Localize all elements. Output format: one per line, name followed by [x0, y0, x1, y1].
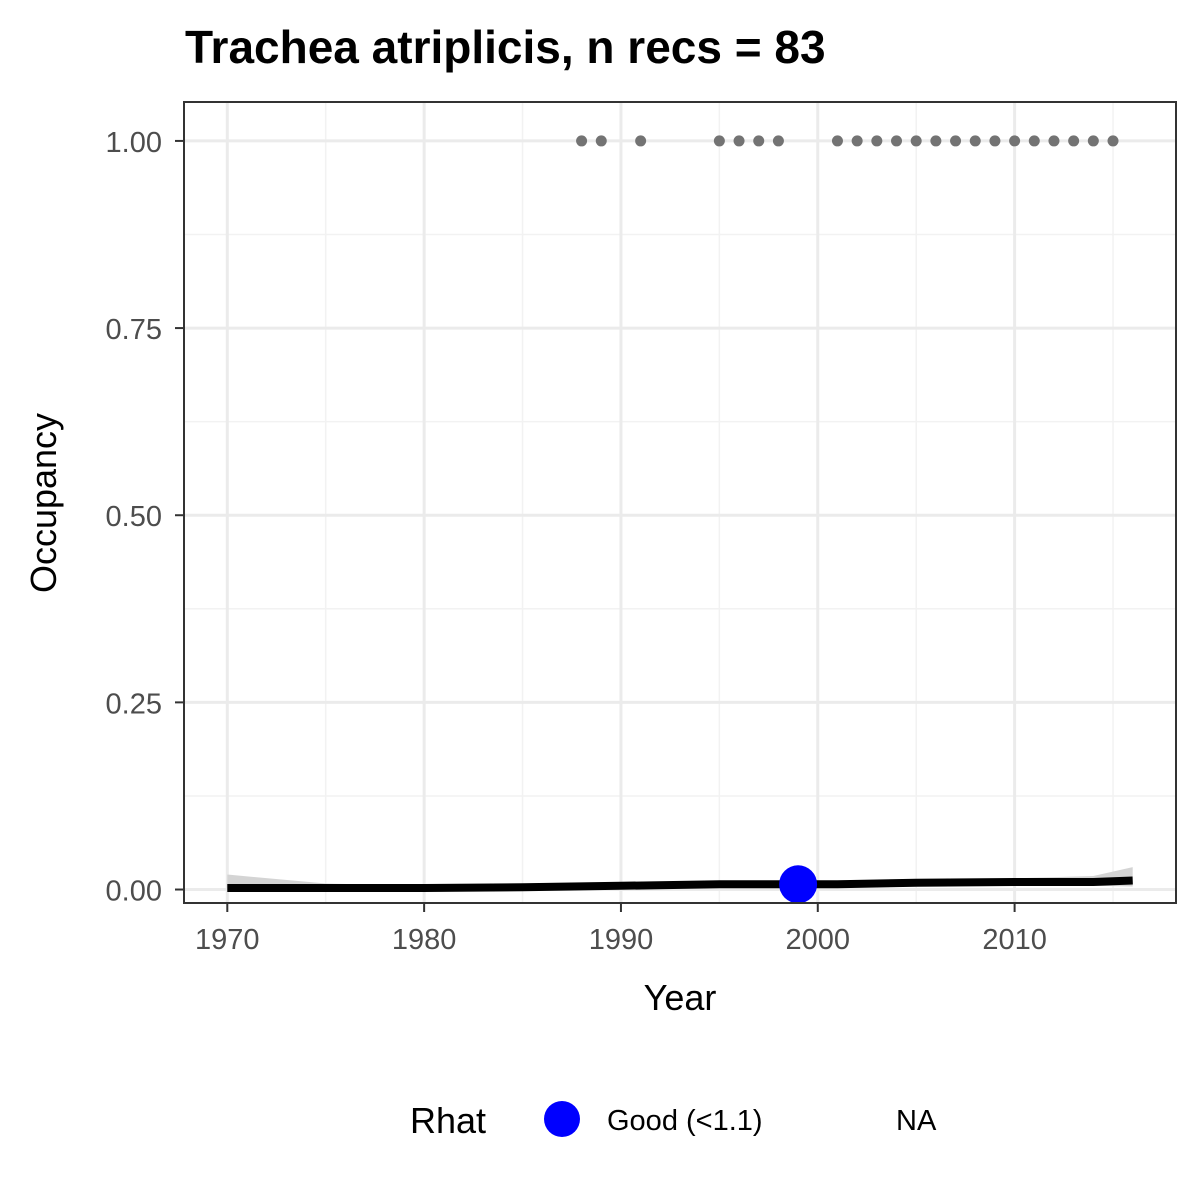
x-axis-title: Year	[644, 977, 717, 1018]
data-point	[891, 135, 903, 147]
y-axis-ticks: 0.00 0.25 0.50 0.75 1.00	[106, 127, 184, 908]
data-point	[1028, 135, 1040, 147]
legend: Rhat Good (<1.1) NA	[410, 1100, 937, 1141]
panel-border	[183, 101, 1177, 904]
data-point	[1009, 135, 1021, 147]
data-point	[851, 135, 863, 147]
data-point	[1087, 135, 1099, 147]
data-point	[733, 135, 745, 147]
chart-title: Trachea atriplicis, n recs = 83	[185, 21, 826, 73]
data-point	[910, 135, 922, 147]
legend-key-good	[544, 1101, 580, 1137]
data-point	[1048, 135, 1060, 147]
x-tick-label: 1990	[589, 924, 654, 956]
data-point	[576, 135, 588, 147]
x-tick-label: 1970	[195, 924, 260, 956]
y-tick-label: 0.25	[106, 688, 162, 720]
data-point	[635, 135, 647, 147]
data-point	[1068, 135, 1080, 147]
x-tick-label: 1980	[392, 924, 457, 956]
legend-label-na: NA	[896, 1105, 937, 1137]
rhat-point	[779, 865, 818, 904]
data-point	[930, 135, 942, 147]
data-point	[831, 135, 843, 147]
data-point	[753, 135, 765, 147]
data-point	[989, 135, 1001, 147]
occupancy-line	[227, 876, 1133, 893]
y-tick-label: 0.50	[106, 501, 162, 533]
x-tick-label: 2010	[982, 924, 1047, 956]
y-tick-label: 0.00	[106, 876, 162, 908]
trend-line	[227, 876, 1133, 893]
rhat-points	[779, 865, 818, 904]
legend-title: Rhat	[410, 1100, 486, 1141]
data-point	[950, 135, 962, 147]
data-point	[871, 135, 883, 147]
data-point	[713, 135, 725, 147]
data-point	[595, 135, 607, 147]
data-points	[576, 135, 1119, 147]
y-tick-label: 0.75	[106, 314, 162, 346]
y-axis-title: Occupancy	[23, 413, 64, 593]
x-axis-ticks: 1970 1980 1990 2000 2010	[195, 903, 1047, 956]
data-point	[969, 135, 981, 147]
data-point	[1107, 135, 1119, 147]
legend-label-good: Good (<1.1)	[607, 1105, 763, 1137]
data-point	[772, 135, 784, 147]
x-tick-label: 2000	[786, 924, 851, 956]
y-tick-label: 1.00	[106, 127, 162, 159]
grid-minor	[184, 102, 1176, 903]
grid-major	[184, 102, 1176, 903]
